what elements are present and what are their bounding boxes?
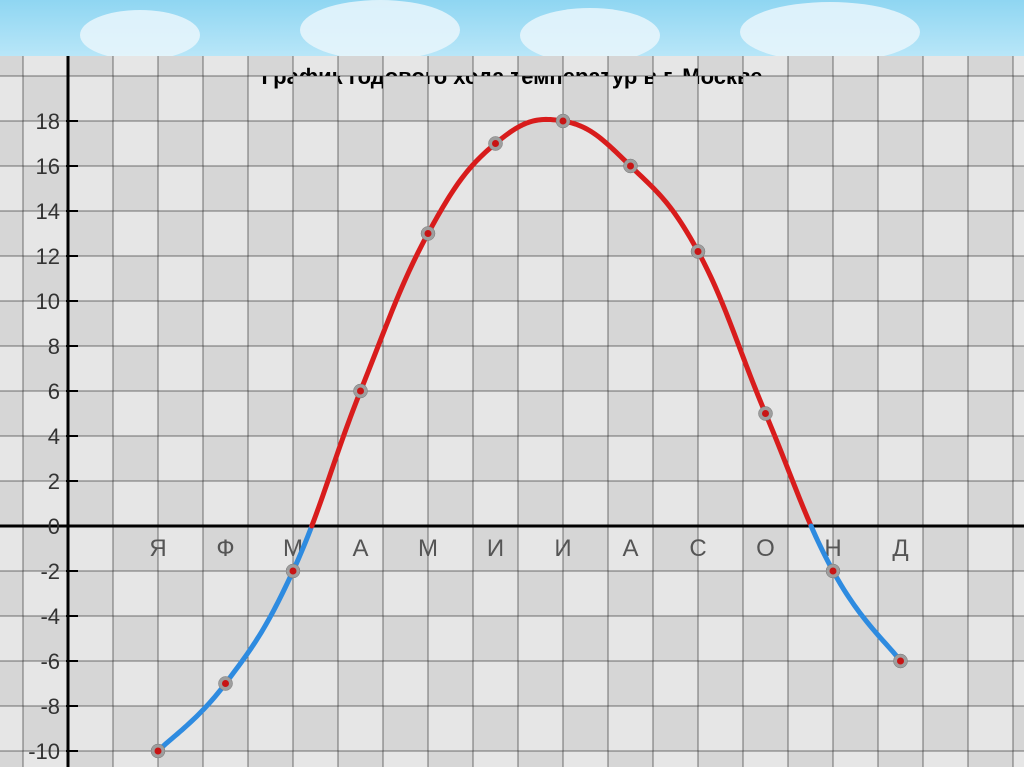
svg-text:-8: -8 — [40, 694, 60, 719]
svg-text:12: 12 — [36, 244, 60, 269]
svg-text:14: 14 — [36, 199, 60, 224]
svg-text:А: А — [352, 535, 368, 562]
svg-text:-2: -2 — [40, 559, 60, 584]
svg-text:И: И — [554, 535, 571, 562]
svg-text:А: А — [622, 535, 638, 562]
svg-text:18: 18 — [36, 109, 60, 134]
svg-text:6: 6 — [48, 379, 60, 404]
svg-text:0: 0 — [48, 514, 60, 539]
cloud-decoration — [80, 10, 200, 60]
svg-text:С: С — [689, 535, 706, 562]
svg-text:10: 10 — [36, 289, 60, 314]
svg-text:-10: -10 — [28, 739, 60, 764]
svg-text:М: М — [418, 535, 438, 562]
svg-text:16: 16 — [36, 154, 60, 179]
svg-text:И: И — [487, 535, 504, 562]
svg-text:О: О — [756, 535, 775, 562]
svg-text:Д: Д — [892, 535, 908, 562]
cloud-decoration — [300, 0, 460, 60]
svg-text:Ф: Ф — [216, 535, 234, 562]
cloud-decoration — [740, 2, 920, 62]
svg-text:4: 4 — [48, 424, 60, 449]
chart-area: График годового хода температур в г. Мос… — [0, 56, 1024, 767]
svg-text:-4: -4 — [40, 604, 60, 629]
svg-text:2: 2 — [48, 469, 60, 494]
svg-text:Я: Я — [149, 535, 166, 562]
cloud-decoration — [520, 8, 660, 63]
temperature-chart: -10-8-6-4-2024681012141618ЯФМАМИИАСОНД — [0, 56, 1024, 767]
sky-banner — [0, 0, 1024, 57]
svg-text:8: 8 — [48, 334, 60, 359]
svg-text:-6: -6 — [40, 649, 60, 674]
